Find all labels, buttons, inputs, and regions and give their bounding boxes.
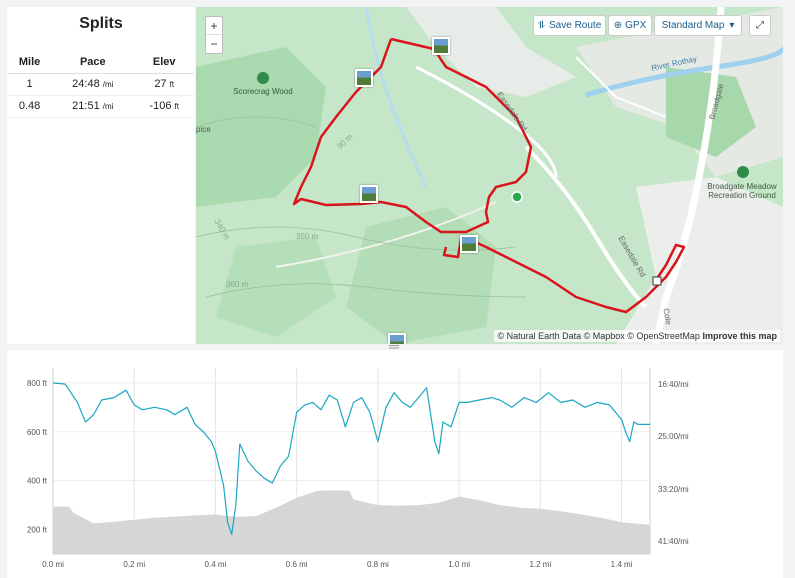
- column-elev: Elev: [134, 51, 194, 74]
- x-tick-label: 1.0 mi: [448, 560, 470, 569]
- elevation-area: [53, 490, 650, 554]
- improve-map-link[interactable]: Improve this map: [702, 331, 777, 341]
- map-style-label: Standard Map: [661, 20, 725, 31]
- y-left-tick-label: 600 ft: [27, 428, 48, 437]
- chevron-down-icon: ▾: [729, 20, 735, 31]
- x-tick-label: 0.0 mi: [42, 560, 64, 569]
- split-elev: 27 ft: [134, 73, 194, 96]
- splits-title: Splits: [79, 15, 123, 32]
- map-label-broadgate-meadow: Broadgate Meadow Recreation Ground: [707, 182, 777, 200]
- save-route-label: Save Route: [549, 20, 602, 31]
- splits-table: Mile Pace Elev 1 24:48 /mi 27 ft 0.48 21…: [8, 51, 194, 118]
- photo-marker[interactable]: [432, 37, 450, 55]
- y-right-tick-label: 41:40/mi: [658, 537, 689, 546]
- route-icon: ⥮: [537, 20, 545, 31]
- split-mile: 0.48: [8, 95, 52, 118]
- splits-header-row: Mile Pace Elev: [8, 51, 194, 74]
- route-line: [292, 37, 686, 314]
- route-map[interactable]: + − ⥮ Save Route ⊕ GPX Standard Map ▾ ⤢ Sco…: [196, 7, 783, 344]
- map-style-select[interactable]: Standard Map ▾: [654, 15, 742, 36]
- map-label-scorecrag: Scorecrag Wood: [233, 87, 293, 96]
- photo-marker[interactable]: [388, 333, 406, 344]
- map-label-contour: 350 m: [296, 232, 319, 241]
- zoom-in-button[interactable]: +: [206, 17, 222, 35]
- map-base: [196, 7, 783, 344]
- fullscreen-button[interactable]: ⤢: [749, 15, 771, 36]
- split-pace: 21:51 /mi: [51, 95, 135, 118]
- x-tick-label: 0.8 mi: [367, 560, 389, 569]
- start-marker: [511, 191, 523, 203]
- expand-icon: ⤢: [756, 20, 764, 31]
- gpx-button[interactable]: ⊕ GPX: [608, 15, 652, 36]
- gpx-label: GPX: [625, 20, 647, 31]
- x-tick-label: 0.6 mi: [286, 560, 308, 569]
- column-pace: Pace: [51, 51, 135, 74]
- map-label-partial: pice: [196, 125, 211, 134]
- split-elev: -106 ft: [134, 95, 194, 118]
- photo-marker[interactable]: [360, 185, 378, 203]
- splits-panel: Splits Mile Pace Elev 1 24:48 /mi 27 ft …: [7, 7, 195, 344]
- zoom-out-button[interactable]: −: [210, 37, 218, 51]
- photo-marker[interactable]: [460, 235, 478, 253]
- split-pace: 24:48 /mi: [51, 73, 135, 96]
- map-label-contour: 360 m: [226, 280, 249, 289]
- y-right-tick-label: 25:00/mi: [658, 432, 689, 441]
- table-row: 0.48 21:51 /mi -106 ft: [8, 95, 194, 118]
- resize-handle-icon[interactable]: [388, 344, 400, 350]
- y-left-tick-label: 800 ft: [27, 379, 48, 388]
- zoom-controls: + −: [205, 16, 223, 54]
- x-tick-label: 0.4 mi: [205, 560, 227, 569]
- y-left-tick-label: 400 ft: [27, 477, 48, 486]
- y-right-tick-label: 33:20/mi: [658, 485, 689, 494]
- pace-line: [52, 382, 650, 535]
- photo-marker[interactable]: [355, 69, 373, 87]
- column-mile: Mile: [8, 51, 52, 74]
- x-tick-label: 1.4 mi: [611, 560, 633, 569]
- table-row: 1 24:48 /mi 27 ft: [8, 73, 194, 96]
- x-tick-label: 1.2 mi: [529, 560, 551, 569]
- split-mile: 1: [8, 73, 52, 96]
- download-icon: ⊕: [613, 20, 623, 31]
- y-left-tick-label: 200 ft: [27, 526, 48, 535]
- save-route-button[interactable]: ⥮ Save Route: [533, 15, 606, 36]
- y-right-tick-label: 16:40/mi: [658, 380, 689, 389]
- x-tick-label: 0.2 mi: [123, 560, 145, 569]
- map-attribution: © Natural Earth Data © Mapbox © OpenStre…: [494, 330, 780, 342]
- elevation-chart[interactable]: 0.0 mi 0.2 mi 0.4 mi 0.6 mi 0.8 mi 1.0 mi 1.2 …: [7, 350, 783, 578]
- chart-svg: 0.0 mi 0.2 mi 0.4 mi 0.6 mi 0.8 mi 1.0 mi 1.2 …: [27, 368, 689, 569]
